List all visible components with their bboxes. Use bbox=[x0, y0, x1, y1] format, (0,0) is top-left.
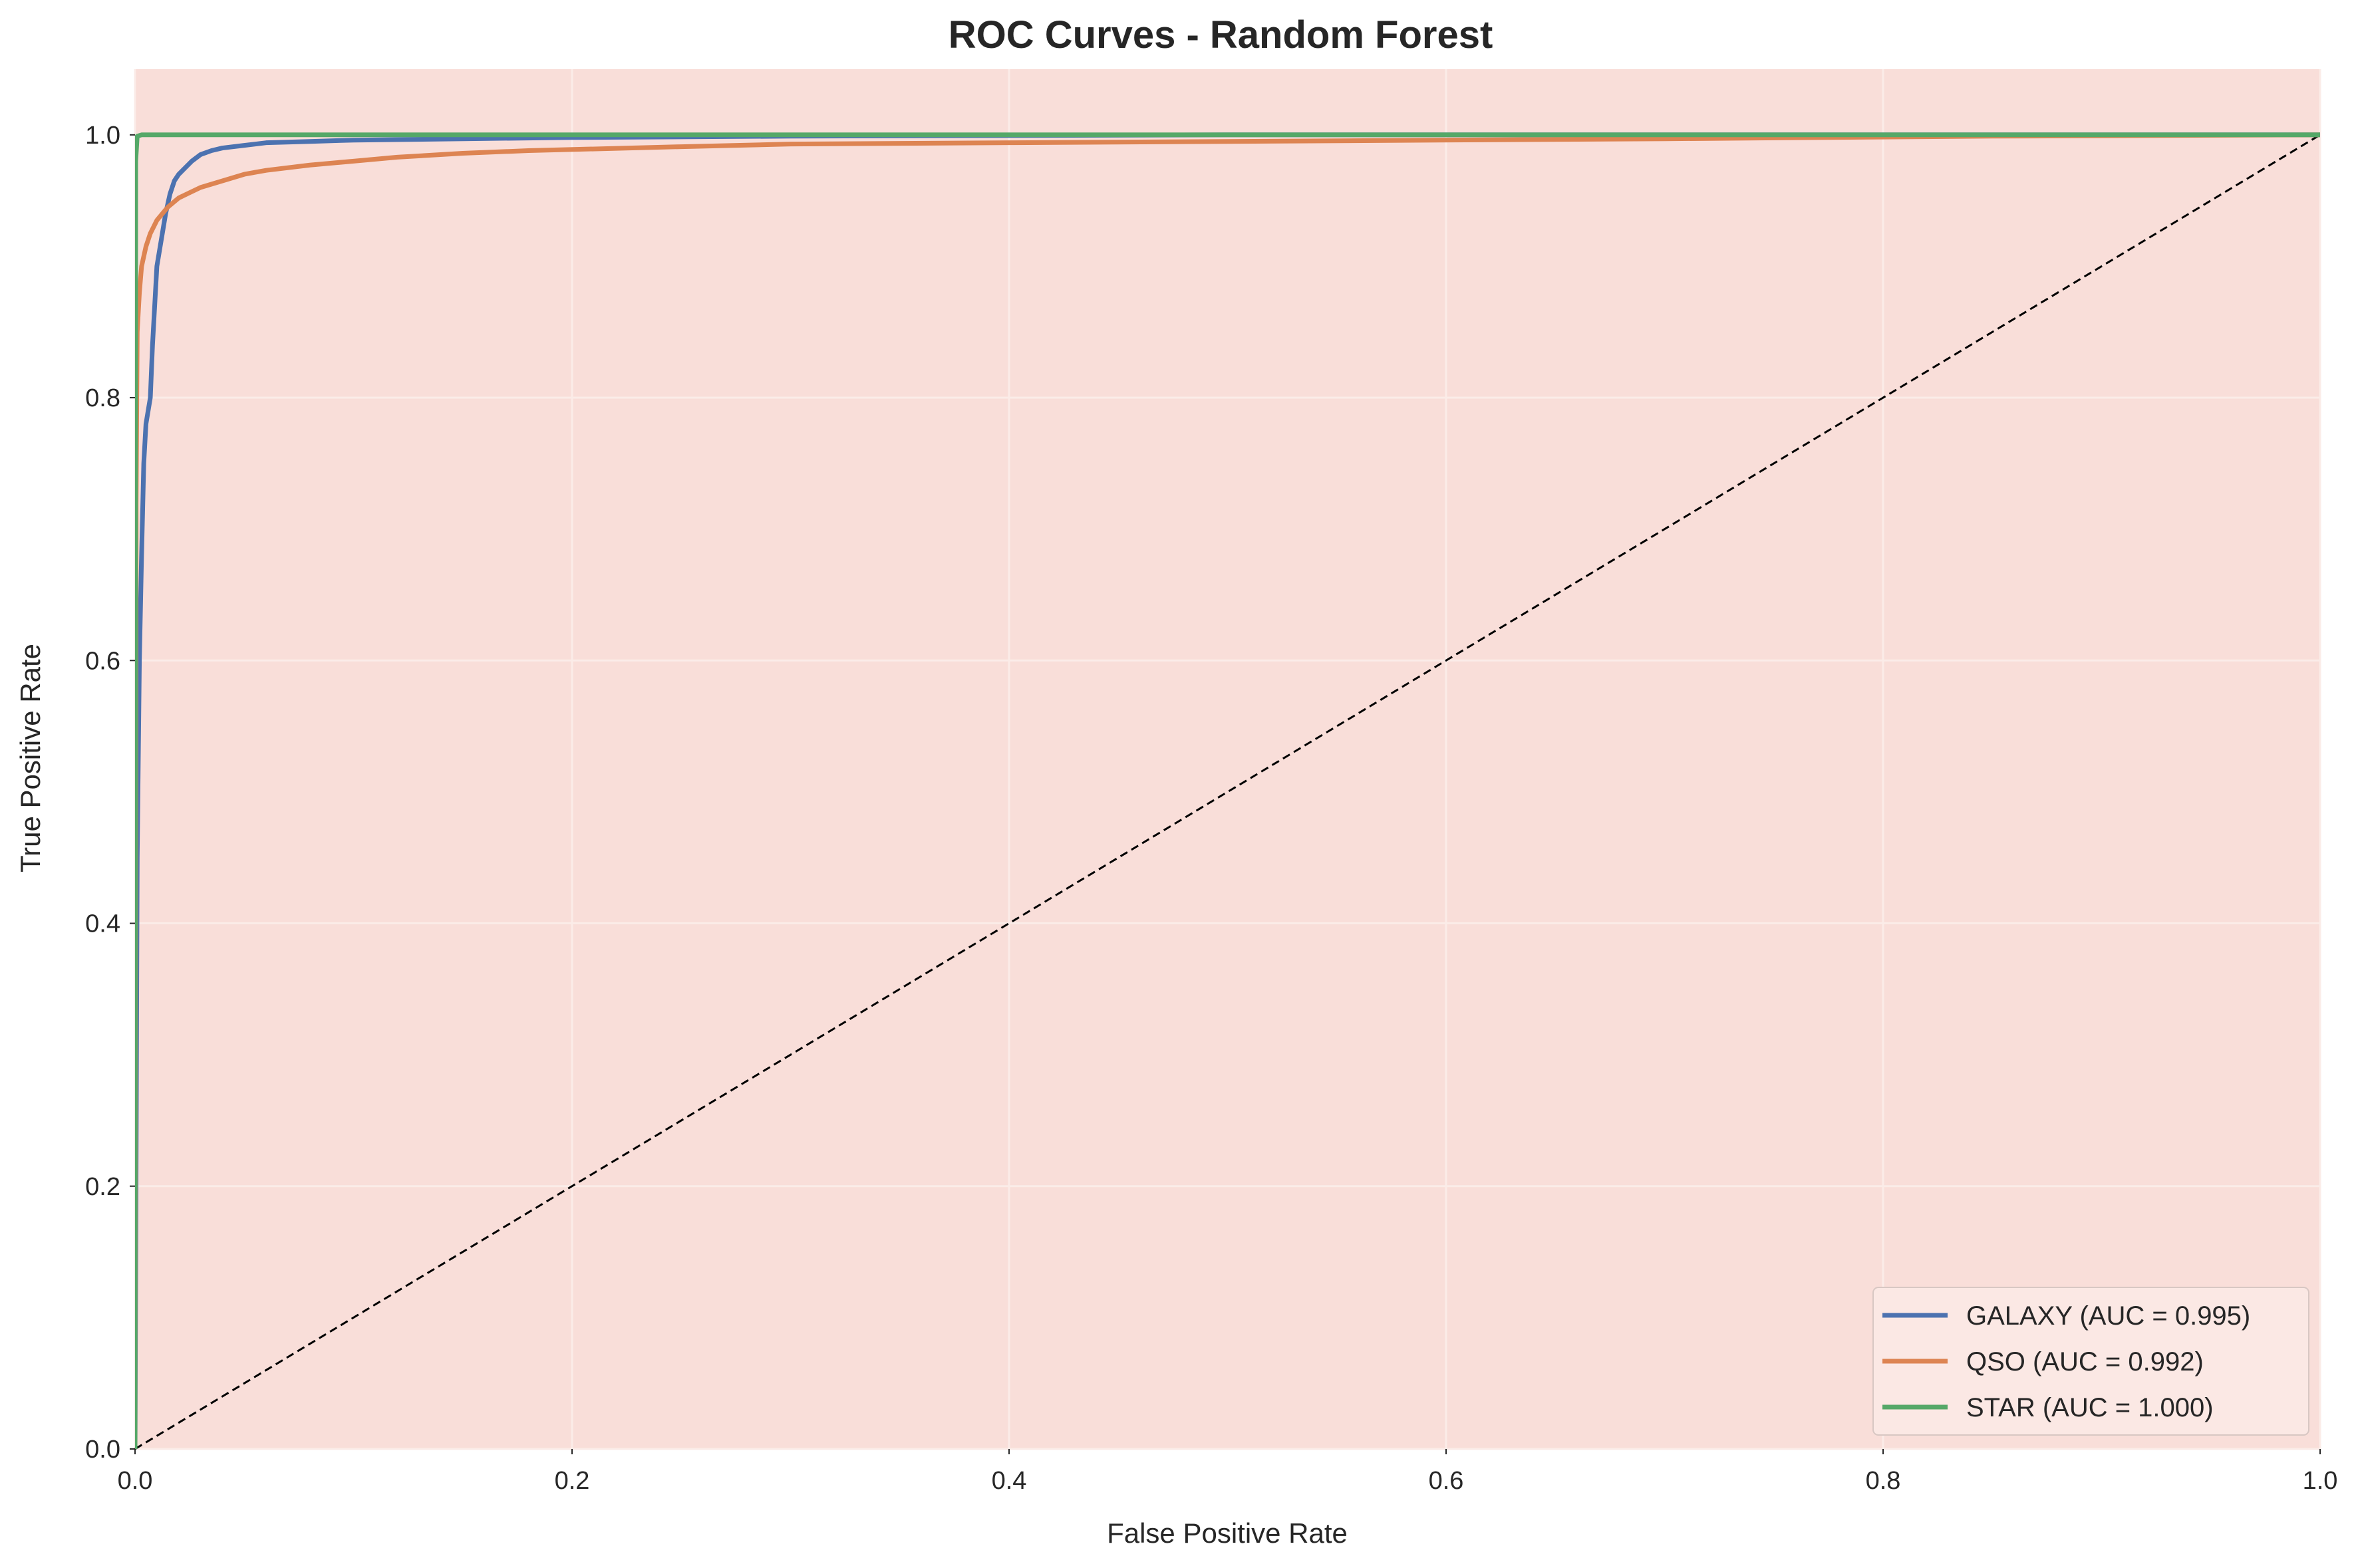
y-tick-label: 0.4 bbox=[85, 910, 120, 938]
series-line-galaxy bbox=[135, 132, 2320, 1449]
legend-box bbox=[1872, 1287, 2309, 1436]
series-line-qso bbox=[135, 132, 2320, 1449]
legend-label: GALAXY (AUC = 0.995) bbox=[1966, 1301, 2250, 1331]
y-tick-label: 1.0 bbox=[85, 122, 120, 150]
x-axis-label: False Positive Rate bbox=[1107, 1517, 1348, 1549]
grid bbox=[134, 69, 2321, 1450]
legend: GALAXY (AUC = 0.995) QSO (AUC = 0.992) STA… bbox=[1872, 1287, 2309, 1436]
y-tick-label: 0.8 bbox=[85, 384, 120, 412]
legend-label: STAR (AUC = 1.000) bbox=[1966, 1393, 2214, 1422]
x-tick-label: 0.8 bbox=[1866, 1467, 1901, 1495]
legend-label: QSO (AUC = 0.992) bbox=[1966, 1347, 2204, 1376]
x-tick-label: 0.4 bbox=[992, 1467, 1027, 1495]
y-tick-label: 0.2 bbox=[85, 1173, 120, 1201]
y-tick-label: 0.0 bbox=[85, 1436, 120, 1464]
series-line-star bbox=[135, 132, 2320, 1449]
chart-title: ROC Curves - Random Forest bbox=[949, 13, 1493, 57]
series-group bbox=[135, 132, 2320, 1449]
y-axis-label: True Positive Rate bbox=[15, 644, 46, 872]
reference-diagonal-line bbox=[134, 134, 2321, 1450]
x-tick-label: 0.6 bbox=[1429, 1467, 1464, 1495]
plot-area bbox=[135, 69, 2320, 1449]
axes: 0.0 0.2 0.4 0.6 0.8 1.0 0.0 0.2 0.4 0.6 0.8 1.0 bbox=[85, 122, 2337, 1495]
x-tick-label: 0.2 bbox=[555, 1467, 590, 1495]
y-tick-label: 0.6 bbox=[85, 647, 120, 675]
reference-line-group bbox=[134, 134, 2321, 1450]
x-tick-label: 0.0 bbox=[118, 1467, 153, 1495]
x-tick-label: 1.0 bbox=[2303, 1467, 2338, 1495]
